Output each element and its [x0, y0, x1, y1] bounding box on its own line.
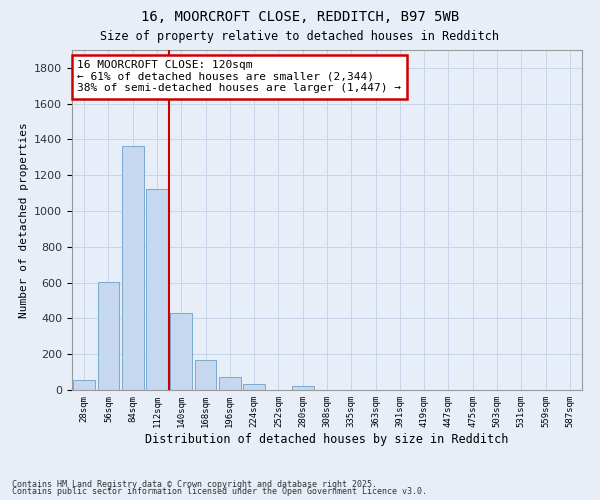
Bar — [146, 188, 168, 390]
Bar — [194, 360, 217, 390]
Text: Contains public sector information licensed under the Open Government Licence v3: Contains public sector information licen… — [12, 487, 427, 496]
Y-axis label: Number of detached properties: Number of detached properties — [19, 122, 29, 318]
Bar — [122, 146, 143, 390]
Bar — [97, 282, 119, 390]
Text: Size of property relative to detached houses in Redditch: Size of property relative to detached ho… — [101, 30, 499, 43]
Text: 16 MOORCROFT CLOSE: 120sqm
← 61% of detached houses are smaller (2,344)
38% of s: 16 MOORCROFT CLOSE: 120sqm ← 61% of deta… — [77, 60, 401, 94]
Bar — [292, 386, 314, 390]
Text: Contains HM Land Registry data © Crown copyright and database right 2025.: Contains HM Land Registry data © Crown c… — [12, 480, 377, 489]
Bar — [73, 380, 95, 390]
X-axis label: Distribution of detached houses by size in Redditch: Distribution of detached houses by size … — [145, 432, 509, 446]
Bar — [170, 313, 192, 390]
Text: 16, MOORCROFT CLOSE, REDDITCH, B97 5WB: 16, MOORCROFT CLOSE, REDDITCH, B97 5WB — [141, 10, 459, 24]
Bar — [219, 378, 241, 390]
Bar — [243, 384, 265, 390]
